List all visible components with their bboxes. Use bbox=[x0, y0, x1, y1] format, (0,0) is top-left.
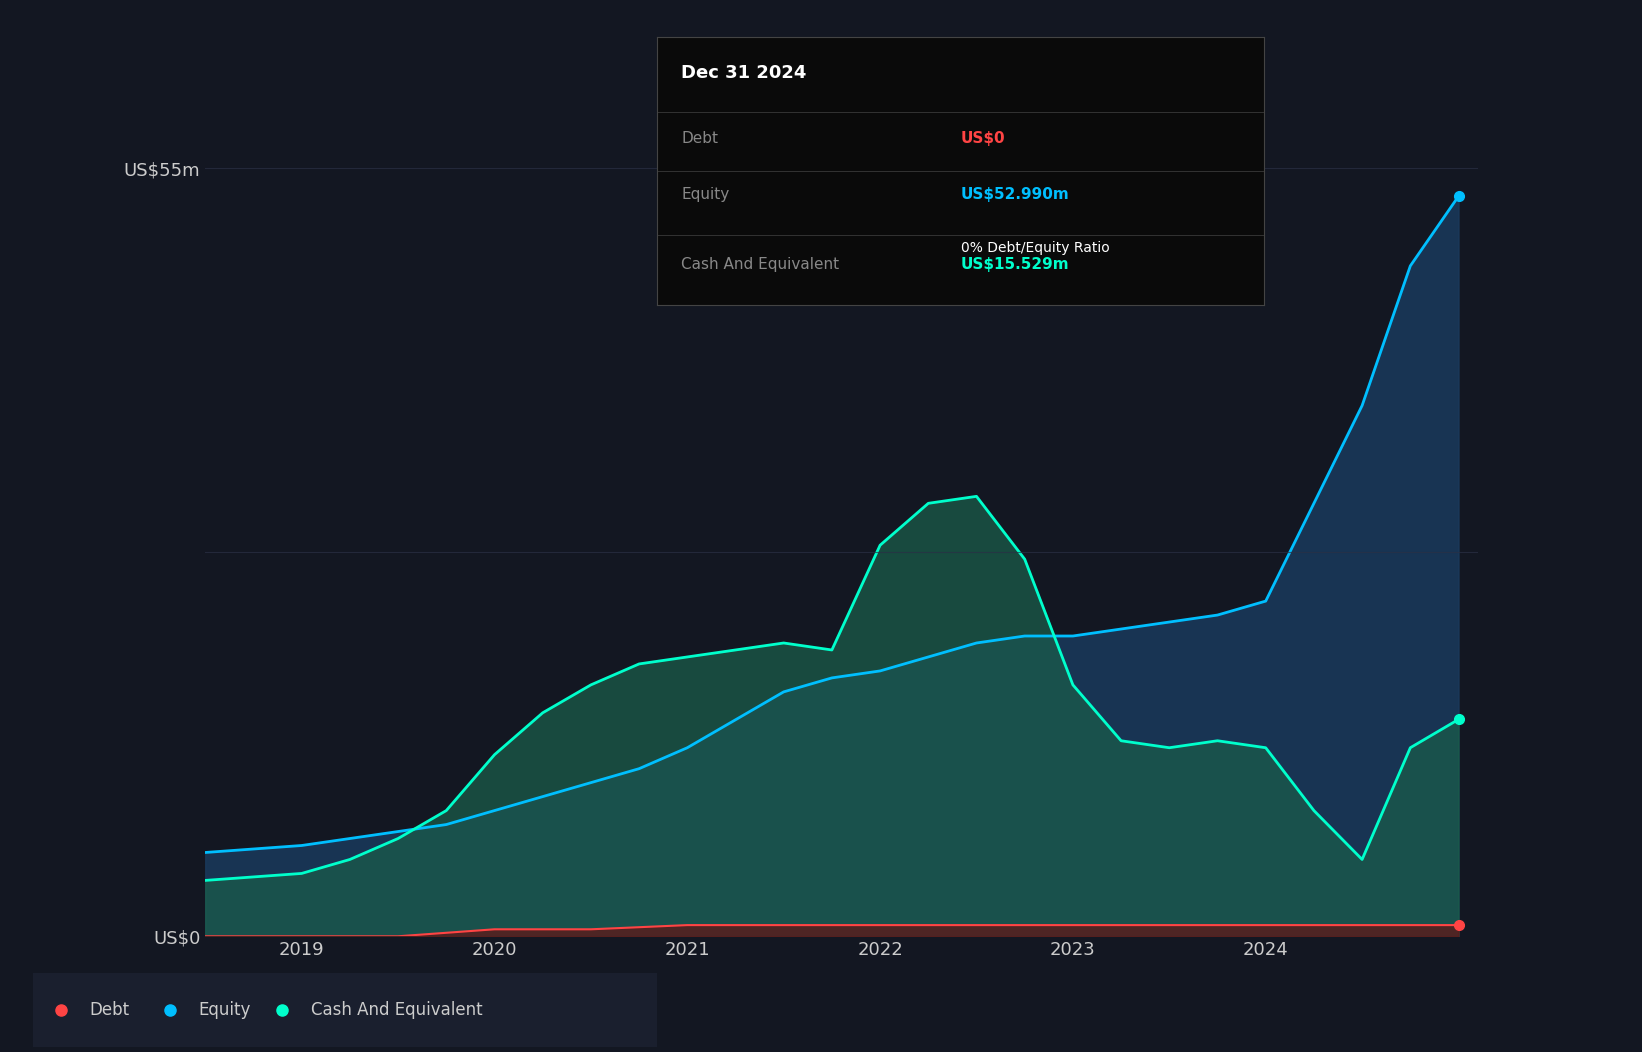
Text: Cash And Equivalent: Cash And Equivalent bbox=[310, 1000, 483, 1019]
Text: US$52.990m: US$52.990m bbox=[961, 187, 1069, 202]
Text: Equity: Equity bbox=[199, 1000, 251, 1019]
Text: Debt: Debt bbox=[89, 1000, 130, 1019]
Text: 0% Debt/Equity Ratio: 0% Debt/Equity Ratio bbox=[961, 241, 1110, 255]
Text: Cash And Equivalent: Cash And Equivalent bbox=[681, 257, 839, 271]
Text: Debt: Debt bbox=[681, 130, 718, 146]
Text: Equity: Equity bbox=[681, 187, 729, 202]
Text: US$0: US$0 bbox=[961, 130, 1005, 146]
Text: Dec 31 2024: Dec 31 2024 bbox=[681, 64, 806, 82]
Text: US$15.529m: US$15.529m bbox=[961, 257, 1069, 271]
